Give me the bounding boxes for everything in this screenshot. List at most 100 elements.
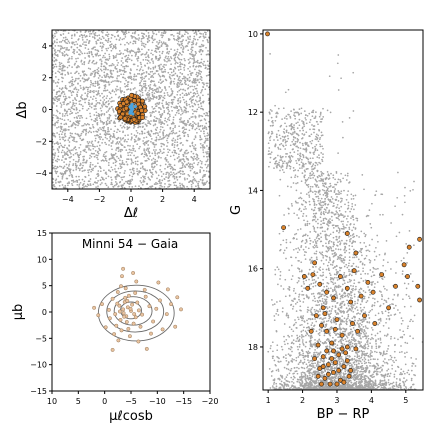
field-star: [205, 181, 207, 184]
field-star: [124, 138, 127, 141]
field-star: [93, 34, 96, 36]
cmd-field-star: [296, 366, 298, 369]
field-star: [205, 166, 208, 169]
field-star: [166, 118, 169, 121]
field-star: [105, 143, 108, 146]
cmd-field-star: [278, 134, 281, 137]
field-star: [107, 161, 110, 164]
field-star: [167, 112, 170, 114]
field-star: [90, 155, 93, 158]
field-star: [167, 38, 170, 40]
field-star: [79, 49, 81, 52]
field-star: [179, 61, 182, 64]
field-star: [207, 41, 209, 44]
cmd-field-star: [358, 288, 361, 291]
field-star: [169, 167, 172, 170]
field-star: [79, 117, 81, 119]
field-star: [95, 111, 98, 114]
field-star: [189, 167, 191, 169]
field-star: [62, 64, 65, 67]
field-star: [188, 163, 191, 166]
pm-point: [112, 332, 117, 337]
field-star: [208, 175, 210, 178]
field-star: [139, 61, 142, 64]
field-star: [56, 54, 59, 56]
cmd-field-star: [325, 242, 327, 245]
field-star: [185, 124, 187, 127]
field-star: [79, 168, 81, 170]
field-star: [192, 166, 195, 169]
field-star: [104, 84, 107, 86]
field-star: [137, 39, 140, 41]
field-star: [157, 88, 159, 90]
field-star: [177, 135, 180, 137]
field-star: [63, 47, 66, 49]
field-star: [69, 134, 72, 137]
field-star: [99, 117, 101, 120]
field-star: [197, 65, 200, 68]
x-tick-label: 0: [128, 195, 133, 204]
field-star: [121, 184, 124, 187]
field-star: [150, 186, 152, 189]
field-star: [71, 90, 74, 93]
field-star: [91, 61, 94, 64]
field-star: [83, 34, 86, 36]
field-star: [199, 78, 202, 80]
field-star: [88, 54, 90, 57]
field-star: [96, 123, 99, 126]
field-star: [155, 90, 157, 93]
field-star: [189, 165, 192, 168]
field-star: [76, 94, 78, 96]
field-star: [61, 115, 64, 117]
field-star: [169, 59, 171, 62]
field-star: [78, 183, 81, 186]
field-star: [196, 100, 198, 103]
field-star: [134, 163, 137, 165]
field-star: [158, 120, 160, 122]
field-star: [206, 137, 209, 140]
field-star: [200, 91, 202, 94]
field-star: [194, 116, 197, 119]
field-star: [127, 56, 129, 59]
field-star: [194, 82, 196, 84]
field-star: [175, 184, 178, 187]
field-star: [71, 41, 74, 44]
cmd-field-star: [353, 208, 355, 211]
field-star: [137, 55, 140, 58]
field-star: [205, 74, 208, 77]
field-star: [163, 110, 166, 112]
field-star: [52, 181, 54, 184]
field-star: [88, 59, 91, 62]
field-star: [192, 120, 194, 123]
cmd-field-star: [274, 119, 277, 122]
field-star: [177, 79, 180, 81]
field-star: [56, 41, 58, 44]
field-star: [79, 153, 82, 156]
field-star: [119, 53, 122, 56]
field-star: [114, 117, 117, 120]
field-star: [56, 117, 59, 120]
cmd-field-star: [325, 268, 328, 271]
field-star: [102, 56, 104, 59]
field-star: [145, 116, 148, 118]
field-star: [143, 137, 145, 139]
cmd-field-star: [320, 293, 323, 296]
field-star: [148, 99, 151, 102]
field-star: [155, 55, 158, 58]
field-star: [205, 139, 208, 141]
field-star: [121, 30, 123, 33]
field-star: [77, 39, 80, 41]
field-star: [120, 64, 123, 66]
field-star: [178, 32, 180, 35]
field-star: [93, 36, 96, 39]
field-star: [119, 87, 122, 89]
cmd-field-star: [348, 259, 351, 262]
field-star: [192, 79, 195, 82]
y-tick-label: 2: [42, 74, 47, 83]
cmd-field-star: [305, 279, 308, 282]
cmd-field-star: [369, 293, 371, 296]
field-star: [159, 91, 162, 93]
field-star: [143, 77, 145, 80]
field-star: [57, 126, 60, 128]
